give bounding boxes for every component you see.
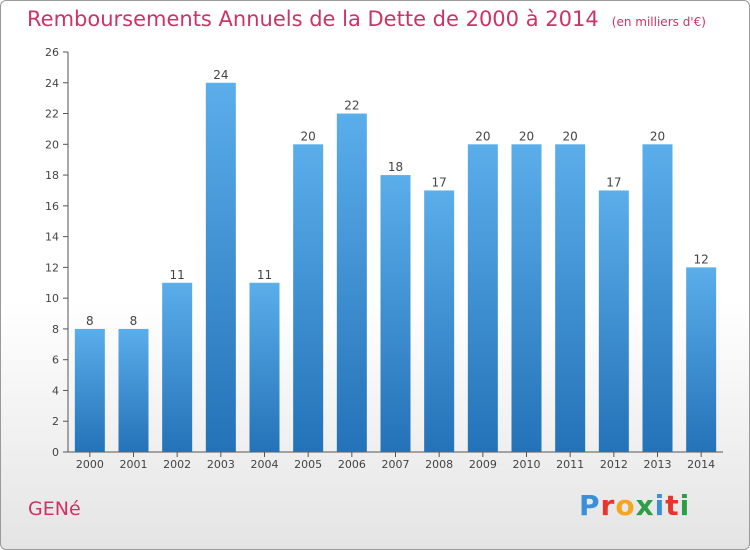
x-tick-label: 2004 [251, 458, 279, 471]
y-tick-label: 16 [45, 200, 59, 213]
data-label: 20 [301, 129, 316, 143]
proxiti-logo: Proxiti [579, 489, 690, 522]
data-label: 20 [475, 129, 490, 143]
data-label: 18 [388, 160, 403, 174]
data-label: 8 [130, 314, 138, 328]
logo-letter: t [665, 489, 680, 522]
logo-letter: o [615, 489, 636, 522]
bar [205, 82, 236, 453]
data-label: 20 [519, 129, 534, 143]
y-tick-label: 6 [52, 354, 59, 367]
x-tick-label: 2010 [513, 458, 541, 471]
x-tick-label: 2003 [207, 458, 235, 471]
x-tick-label: 2007 [382, 458, 410, 471]
x-tick-label: 2006 [338, 458, 366, 471]
data-labels: 8 8 11 24 11 20 22 18 17 20 20 20 17 20 12 [86, 68, 709, 328]
x-tick-label: 2009 [469, 458, 497, 471]
y-tick-label: 4 [52, 384, 59, 397]
bar [555, 144, 586, 453]
data-label: 24 [213, 68, 228, 82]
bar [642, 144, 673, 453]
logo-letter: r [600, 489, 616, 522]
bar [511, 144, 542, 453]
x-tick-label: 2013 [644, 458, 672, 471]
title-row: Remboursements Annuels de la Dette de 20… [27, 7, 706, 31]
logo-letter: i [679, 489, 691, 522]
y-tick-label: 12 [45, 261, 59, 274]
bar [74, 328, 105, 452]
bars [74, 82, 717, 453]
y-tick-label: 24 [45, 77, 59, 90]
y-tick-label: 2 [52, 415, 59, 428]
y-tick-label: 0 [52, 446, 59, 459]
y-tick-label: 20 [45, 138, 59, 151]
y-tick-label: 26 [45, 46, 59, 59]
bar [424, 190, 455, 452]
y-tick-label: 22 [45, 108, 59, 121]
bar [467, 144, 498, 453]
bar [686, 267, 717, 452]
x-tick-label: 2012 [600, 458, 628, 471]
x-tick-label: 2001 [120, 458, 148, 471]
data-label: 17 [606, 175, 621, 189]
x-tick-label: 2014 [687, 458, 715, 471]
bar [118, 328, 149, 452]
data-label: 20 [650, 129, 665, 143]
data-label: 8 [86, 314, 94, 328]
data-label: 11 [170, 268, 185, 282]
data-label: 22 [344, 99, 359, 113]
bar [293, 144, 324, 453]
chart-title: Remboursements Annuels de la Dette de 20… [27, 7, 599, 31]
bar [598, 190, 629, 452]
logo-letter: P [579, 489, 601, 522]
x-tick-label: 2000 [76, 458, 104, 471]
bar [162, 282, 193, 452]
x-tick-label: 2002 [163, 458, 191, 471]
y-tick-label: 8 [52, 323, 59, 336]
bar [380, 175, 411, 453]
y-tick-label: 10 [45, 292, 59, 305]
bar [336, 113, 367, 453]
data-label: 12 [694, 252, 709, 266]
logo-letter: i [654, 489, 666, 522]
bar [249, 282, 280, 452]
x-tick-label: 2008 [425, 458, 453, 471]
town-name: GENé [28, 498, 81, 520]
y-tick-label: 14 [45, 231, 59, 244]
chart-subtitle: (en milliers d'€) [611, 15, 706, 29]
x-tick-label: 2005 [294, 458, 322, 471]
data-label: 11 [257, 268, 272, 282]
data-label: 17 [432, 175, 447, 189]
y-tick-label: 18 [45, 169, 59, 182]
x-tick-label: 2011 [556, 458, 584, 471]
logo-letter: x [635, 489, 655, 522]
data-label: 20 [563, 129, 578, 143]
